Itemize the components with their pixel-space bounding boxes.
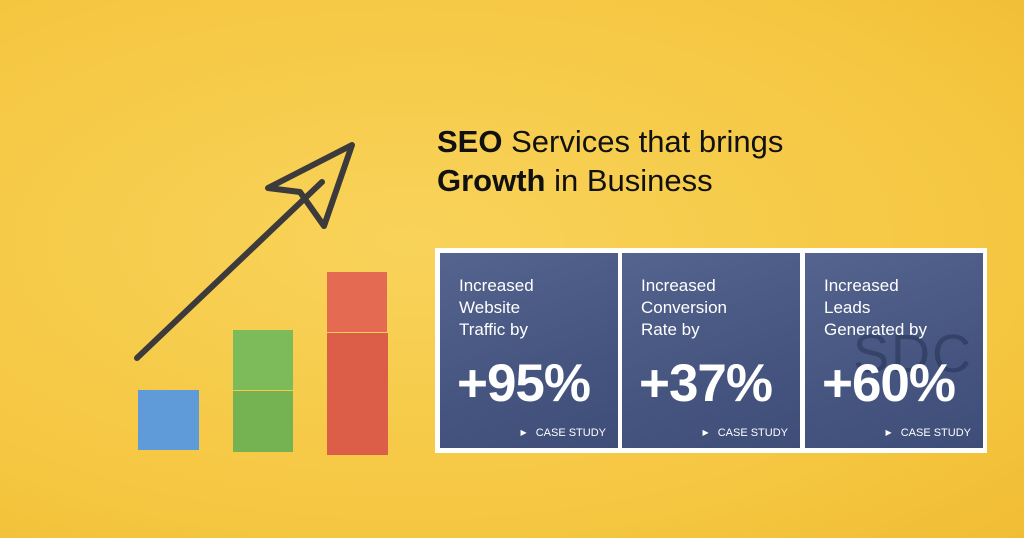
heading-text: in Business — [554, 163, 713, 198]
heading-text: Services that brings — [511, 124, 784, 159]
case-study-link[interactable]: CASE STUDY — [521, 427, 606, 439]
arrow-shaft — [134, 179, 325, 361]
label-line: Generated by — [824, 320, 928, 339]
label-line: Leads — [824, 298, 871, 317]
stat-card: Increased Conversion Rate by +37% CASE STUDY — [622, 253, 800, 448]
stats-panel: Increased Website Traffic by +95% CASE STUDY… — [435, 248, 987, 453]
stat-value: +95% — [457, 354, 591, 413]
red-block — [327, 272, 387, 332]
label-line: Website — [459, 298, 521, 317]
heading: SEO Services that brings Growth in Busin… — [437, 122, 783, 200]
label-line: Traffic by — [459, 320, 528, 339]
heading-bold: Growth — [437, 163, 546, 198]
watermark: SDC — [853, 324, 974, 384]
label-line: Increased — [641, 276, 716, 295]
stat-card: SDC Increased Leads Generated by +60% CASE ST… — [805, 253, 983, 448]
arrow-head — [265, 142, 355, 229]
label-line: Increased — [459, 276, 534, 295]
green-block — [233, 330, 293, 390]
case-study-link[interactable]: CASE STUDY — [886, 427, 971, 439]
blue-block — [138, 390, 199, 450]
card-label: Increased Conversion Rate by — [641, 275, 727, 341]
label-line: Increased — [824, 276, 899, 295]
card-label: Increased Website Traffic by — [459, 275, 534, 341]
stat-card: Increased Website Traffic by +95% CASE STUDY — [440, 253, 618, 448]
case-study-link[interactable]: CASE STUDY — [703, 427, 788, 439]
green-block — [233, 391, 293, 452]
stat-value: +37% — [639, 354, 773, 413]
card-label: Increased Leads Generated by — [824, 275, 927, 341]
heading-bold: SEO — [437, 124, 503, 159]
stat-value: +60% — [822, 354, 956, 413]
label-line: Rate by — [641, 320, 700, 339]
label-line: Conversion — [641, 298, 727, 317]
red-block — [327, 333, 388, 455]
